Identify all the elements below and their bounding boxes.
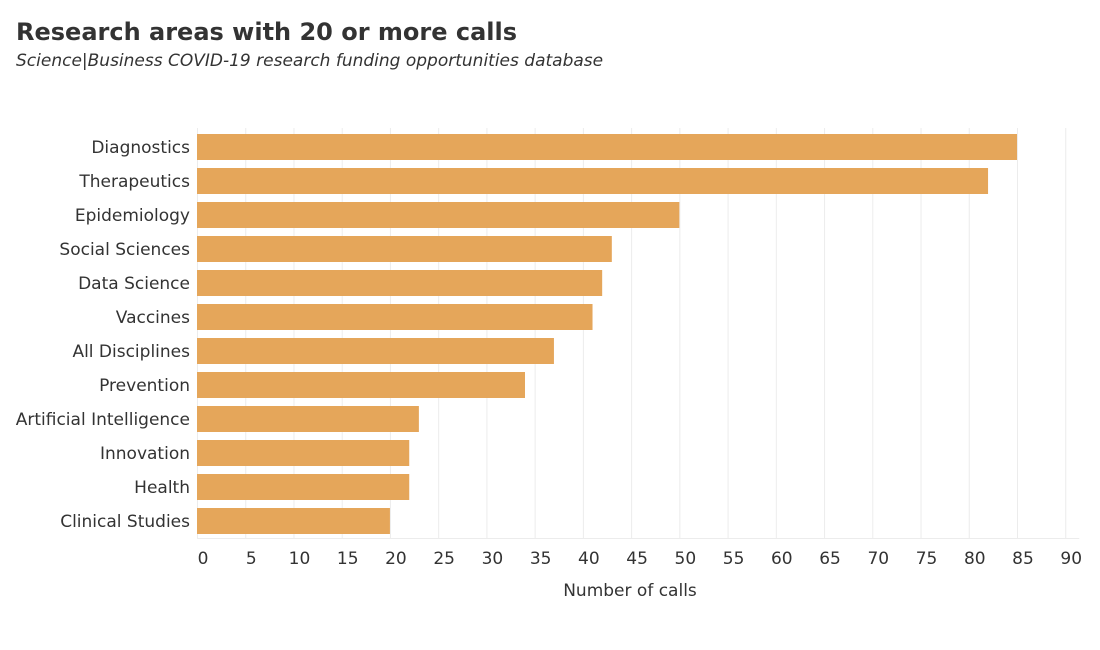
x-tick-label: 65 bbox=[819, 549, 841, 569]
x-tick-label: 0 bbox=[198, 549, 209, 569]
x-tick-label: 55 bbox=[723, 549, 745, 569]
bar-prevention bbox=[197, 372, 525, 398]
x-tick-label: 20 bbox=[385, 549, 407, 569]
category-labels: Diagnostics Therapeutics Epidemiology Socia… bbox=[16, 138, 190, 532]
category-label: Clinical Studies bbox=[60, 512, 190, 532]
category-label: Data Science bbox=[78, 274, 190, 294]
x-tick-label: 90 bbox=[1060, 549, 1082, 569]
x-tick-label: 50 bbox=[675, 549, 697, 569]
bar-vaccines bbox=[197, 304, 593, 330]
category-label: Health bbox=[134, 478, 190, 498]
bar-data-science bbox=[197, 270, 603, 296]
x-tick-label: 85 bbox=[1012, 549, 1034, 569]
x-tick-label: 30 bbox=[482, 549, 504, 569]
x-tick-label: 25 bbox=[433, 549, 455, 569]
category-label: Innovation bbox=[100, 444, 190, 464]
category-label: All Disciplines bbox=[72, 342, 190, 362]
bar-clinical-studies bbox=[197, 508, 390, 534]
x-tick-label: 5 bbox=[246, 549, 257, 569]
bar-artificial-intelligence bbox=[197, 406, 419, 432]
x-tick-labels: 0 5 10 15 20 25 30 35 40 45 50 55 60 65 70 75 80 85 90 bbox=[198, 549, 1082, 569]
x-tick-label: 15 bbox=[337, 549, 359, 569]
category-label: Social Sciences bbox=[59, 240, 190, 260]
chart-title: Research areas with 20 or more calls bbox=[16, 18, 518, 46]
category-label: Therapeutics bbox=[78, 172, 190, 192]
x-tick-label: 75 bbox=[916, 549, 938, 569]
bars-group bbox=[197, 134, 1017, 534]
x-tick-label: 70 bbox=[867, 549, 889, 569]
chart-subtitle: Science|Business COVID-19 research fundi… bbox=[16, 51, 604, 71]
x-tick-label: 45 bbox=[626, 549, 648, 569]
category-label: Prevention bbox=[99, 376, 190, 396]
bar-social-sciences bbox=[197, 236, 612, 262]
category-label: Diagnostics bbox=[91, 138, 190, 158]
category-label: Artificial Intelligence bbox=[16, 410, 190, 430]
x-tick-label: 10 bbox=[289, 549, 311, 569]
category-label: Epidemiology bbox=[75, 206, 190, 226]
bar-innovation bbox=[197, 440, 410, 466]
bar-health bbox=[197, 474, 410, 500]
x-axis-title: Number of calls bbox=[563, 581, 697, 601]
x-tick-label: 40 bbox=[578, 549, 600, 569]
bar-all-disciplines bbox=[197, 338, 554, 364]
grid-lines bbox=[197, 128, 1080, 539]
x-tick-label: 35 bbox=[530, 549, 552, 569]
bar-diagnostics bbox=[197, 134, 1017, 160]
category-label: Vaccines bbox=[116, 308, 190, 328]
bar-epidemiology bbox=[197, 202, 680, 228]
x-tick-label: 80 bbox=[964, 549, 986, 569]
bar-therapeutics bbox=[197, 168, 989, 194]
x-tick-label: 60 bbox=[771, 549, 793, 569]
